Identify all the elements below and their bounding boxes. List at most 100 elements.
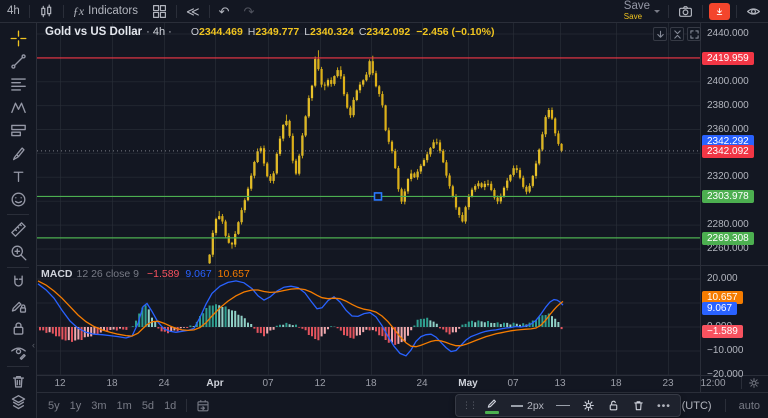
time-axis[interactable]: 12 18 24 Apr 07 12 18 24 May 07 13 18 23 12:00	[37, 375, 768, 393]
save-menu-chevron-icon[interactable]	[654, 9, 660, 16]
pane-collapse-button[interactable]	[670, 27, 684, 41]
pane-move-down-button[interactable]	[653, 27, 667, 41]
save-status-badge: Save	[623, 12, 643, 22]
prediction-tool-button[interactable]	[3, 119, 33, 142]
fx-icon: ƒx	[72, 3, 85, 18]
time-tick-label: 07	[262, 378, 274, 389]
watchlist-eye-button[interactable]	[739, 0, 768, 22]
top-toolbar-left: 4h ƒx Indicators ≪ ↶ ↷	[0, 0, 261, 22]
pane-maximize-button[interactable]	[687, 27, 701, 41]
time-tick-label: 13	[554, 378, 566, 389]
date-range-group: 5y 1y 3m 1m 5d 1d	[37, 400, 181, 412]
drawing-delete-button[interactable]	[627, 397, 650, 415]
candlestick-series	[208, 50, 563, 264]
line-color-button[interactable]	[480, 397, 504, 415]
measure-tool-button[interactable]	[3, 218, 33, 241]
drawing-toolbar: ‹	[0, 22, 37, 418]
macd-tick-label: 20.000	[707, 273, 738, 284]
time-tick-label: May	[458, 378, 478, 389]
gear-icon	[583, 400, 594, 411]
pane-controls	[653, 27, 701, 41]
sidebar-collapse-arrow[interactable]: ‹	[32, 340, 35, 350]
emoji-tool-button[interactable]	[3, 188, 33, 211]
time-tick-label: 12:00	[700, 378, 726, 389]
save-button[interactable]: Save Save	[616, 0, 652, 22]
interval-button[interactable]: 4h	[0, 0, 27, 22]
go-to-date-button[interactable]	[192, 399, 214, 413]
fib-retracement-tool-button[interactable]	[3, 73, 33, 96]
magnet-icon	[13, 275, 23, 287]
trash-icon	[634, 401, 643, 411]
pattern-tool-button[interactable]	[3, 96, 33, 119]
drawing-unlock-button[interactable]	[602, 397, 625, 415]
toolbar-divider	[7, 366, 29, 367]
price-axis-badge: 2269.308	[702, 231, 754, 245]
range-3m-button[interactable]: 3m	[86, 400, 111, 412]
toolbar-divider	[7, 267, 29, 268]
lock-icon	[13, 322, 23, 335]
more-options-button[interactable]: •••	[652, 397, 676, 415]
price-axis-badge: 2342.292	[702, 134, 754, 148]
bar-replay-button[interactable]: ≪	[179, 0, 207, 22]
time-tick-label: 23	[662, 378, 674, 389]
time-tick-label: 07	[507, 378, 519, 389]
download-button[interactable]	[709, 2, 730, 20]
time-tick-label: 24	[416, 378, 428, 389]
object-tree-button[interactable]	[4, 391, 34, 414]
drawing-settings-button[interactable]	[577, 397, 600, 415]
price-tick-label: 2320.000	[707, 171, 749, 183]
remove-drawings-button[interactable]	[3, 370, 33, 393]
top-toolbar-right: Save Save	[616, 0, 768, 22]
range-5y-button[interactable]: 5y	[43, 400, 65, 412]
zoom-tool-button[interactable]	[3, 241, 33, 264]
crosshair-tool-button[interactable]	[3, 27, 33, 50]
toolbar-divider	[186, 399, 188, 412]
drag-handle-icon[interactable]: ⋮⋮	[462, 400, 478, 410]
redo-button[interactable]: ↷	[237, 0, 262, 22]
axis-corner-divider	[741, 377, 742, 389]
text-tool-button[interactable]	[3, 165, 33, 188]
eye-pencil-icon	[10, 347, 26, 360]
drawing-anchor-handle[interactable]	[373, 192, 383, 201]
lock-drawings-button[interactable]	[3, 317, 33, 340]
price-tick-label: 2280.000	[707, 219, 749, 231]
magnet-button[interactable]	[3, 271, 33, 294]
drawing-mode-button[interactable]	[3, 294, 33, 317]
price-tick-label: 2380.000	[707, 99, 749, 111]
trend-line-tool-button[interactable]	[3, 50, 33, 73]
screenshot-button[interactable]	[671, 0, 700, 22]
time-tick-label: 18	[365, 378, 377, 389]
layout-grid-button[interactable]	[145, 0, 174, 22]
candlestick-icon	[40, 3, 52, 17]
fib-retracement-icon	[10, 78, 26, 91]
toolbar-divider	[668, 4, 669, 18]
camera-icon	[679, 5, 692, 17]
indicators-button[interactable]: ƒx Indicators	[66, 0, 145, 22]
undo-button[interactable]: ↶	[212, 0, 237, 22]
price-axis-badge: 2303.978	[702, 189, 754, 203]
range-1d-button[interactable]: 1d	[159, 400, 181, 412]
axis-settings-gear-icon[interactable]	[748, 377, 760, 389]
price-axis[interactable]: 2440.000 2400.000 2380.000 2360.000 2320.000…	[700, 22, 768, 393]
macd-tick-label: −20.000	[707, 369, 744, 380]
time-tick-label: Apr	[206, 378, 224, 389]
xabcd-pattern-icon	[10, 102, 26, 114]
hide-drawings-button[interactable]	[3, 340, 33, 363]
scale-mode-auto[interactable]: auto	[738, 399, 760, 412]
redo-icon: ↷	[243, 3, 255, 19]
macd-axis-badge: 10.657	[702, 290, 743, 304]
range-1m-button[interactable]: 1m	[112, 400, 137, 412]
chart-type-button[interactable]	[32, 0, 61, 22]
time-tick-label: 24	[158, 378, 170, 389]
trend-line-icon	[10, 54, 26, 69]
macd-signal-line	[37, 280, 564, 348]
line-width-button[interactable]: 2px	[506, 397, 549, 415]
range-5d-button[interactable]: 5d	[137, 400, 159, 412]
range-1y-button[interactable]: 1y	[65, 400, 87, 412]
brush-tool-button[interactable]	[3, 142, 33, 165]
line-style-button[interactable]	[551, 397, 575, 415]
price-axis-badge: 2342.092	[702, 144, 754, 158]
price-tick-label: 2440.000	[707, 28, 749, 39]
trash-icon	[12, 375, 24, 388]
